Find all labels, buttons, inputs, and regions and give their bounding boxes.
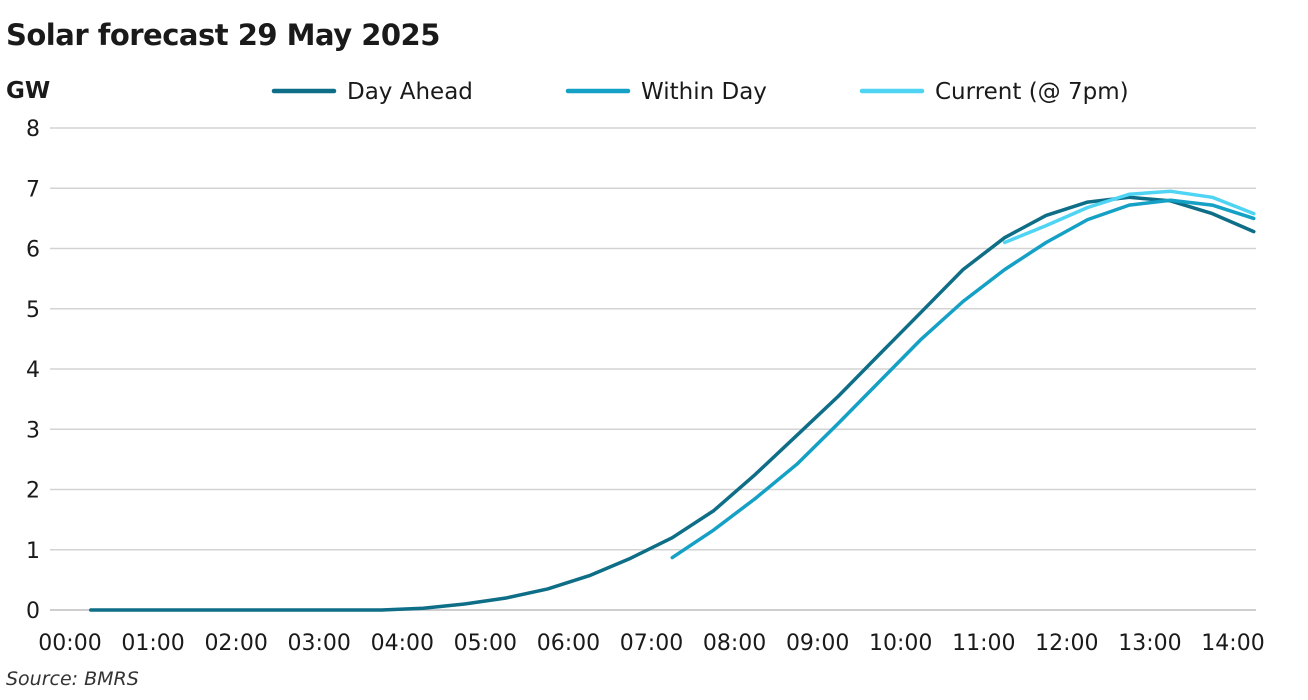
y-tick-label: 1 (26, 539, 40, 564)
legend-label: Day Ahead (347, 79, 473, 105)
x-tick-label: 08:00 (703, 631, 766, 656)
y-tick-label: 4 (26, 358, 40, 383)
x-tick-label: 10:00 (869, 631, 932, 656)
series-line-2 (670, 198, 1256, 560)
x-tick-label: 13:00 (1118, 631, 1181, 656)
x-tick-label: 07:00 (620, 631, 683, 656)
source-note: Source: BMRS (6, 668, 139, 690)
legend: Day Ahead Within Day Current (@ 7pm) (271, 79, 1129, 105)
chart-title: Solar forecast 29 May 2025 (6, 18, 440, 52)
x-tick-label: 04:00 (371, 631, 434, 656)
y-tick-label: 6 (26, 238, 40, 263)
gridlines (50, 127, 1256, 611)
x-tick-label: 02:00 (204, 631, 267, 656)
series-line-3 (1002, 189, 1256, 245)
x-tick-label: 05:00 (454, 631, 517, 656)
x-tick-label: 09:00 (786, 631, 849, 656)
x-tick-label: 11:00 (952, 631, 1015, 656)
y-tick-label: 3 (26, 418, 40, 443)
y-tick-label: 0 (26, 599, 40, 624)
series-line-1 (89, 195, 1256, 612)
legend-label: Current (@ 7pm) (935, 79, 1129, 105)
x-tick-label: 01:00 (121, 631, 184, 656)
x-tick-label: 14:00 (1201, 631, 1264, 656)
y-tick-label: 7 (26, 177, 40, 202)
x-tick-label: 06:00 (537, 631, 600, 656)
x-tick-label: 12:00 (1035, 631, 1098, 656)
y-tick-labels: 0 1 2 3 4 5 6 7 8 (26, 117, 40, 624)
y-tick-label: 5 (26, 298, 40, 323)
x-tick-label: 00:00 (38, 631, 101, 656)
y-axis-unit-label: GW (6, 78, 51, 104)
legend-label: Within Day (641, 79, 767, 105)
y-tick-label: 2 (26, 479, 40, 504)
x-tick-label: 03:00 (288, 631, 351, 656)
x-tick-labels: 00:00 01:00 02:00 03:00 04:00 05:00 06:00 07:00… (38, 631, 1264, 656)
y-tick-label: 8 (26, 117, 40, 142)
series-lines (89, 189, 1256, 612)
